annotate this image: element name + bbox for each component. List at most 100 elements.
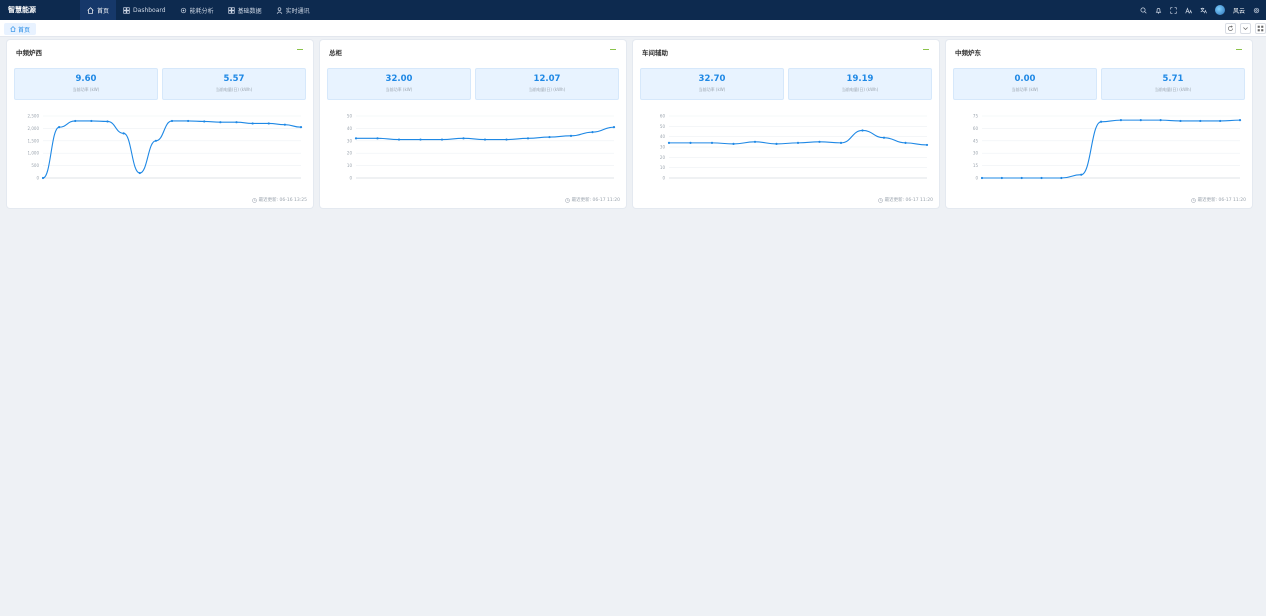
- energy-label: 当前电量(日) (kWh): [528, 87, 566, 92]
- series-line: [982, 119, 1241, 179]
- language-icon[interactable]: [1200, 7, 1207, 14]
- data-point: [710, 141, 714, 144]
- y-tick-label: 500: [31, 163, 39, 168]
- data-point: [1000, 176, 1003, 180]
- power-label: 当前功率 (kW): [72, 87, 100, 92]
- power-stat: 32.70 当前功率 (kW): [640, 68, 784, 100]
- username[interactable]: 风云: [1232, 7, 1245, 15]
- y-tick-label: 2,500: [28, 114, 40, 119]
- nav-label: 基础数据: [237, 7, 262, 15]
- user-avatar[interactable]: [1214, 5, 1225, 15]
- y-tick-label: 1,000: [28, 151, 40, 156]
- data-point: [187, 119, 190, 123]
- data-point: [219, 121, 222, 124]
- tab-home[interactable]: 首页: [4, 23, 37, 35]
- y-tick-label: 75: [973, 114, 979, 119]
- nav-item-energy-analysis[interactable]: 能耗分析: [173, 0, 221, 20]
- font-size-icon[interactable]: [1185, 6, 1192, 14]
- collapse-button[interactable]: [610, 49, 616, 50]
- nav-label: Dashboard: [133, 6, 166, 14]
- data-point: [354, 137, 358, 140]
- collapse-button[interactable]: [1236, 49, 1242, 50]
- power-value: 0.00: [1014, 74, 1036, 84]
- power-line-chart: 60 50 40 30 20 10 0: [660, 114, 929, 181]
- tabs-menu-button[interactable]: [1255, 23, 1266, 34]
- y-tick-label: 50: [347, 114, 353, 119]
- bell-icon[interactable]: [1155, 7, 1162, 14]
- data-point: [1099, 120, 1103, 123]
- series-line: [356, 126, 615, 141]
- fullscreen-icon[interactable]: [1170, 6, 1177, 14]
- y-tick-label: 30: [660, 145, 666, 150]
- data-point: [839, 141, 843, 144]
- data-point: [1080, 173, 1083, 176]
- data-point: [122, 132, 125, 135]
- settings-icon[interactable]: [1253, 7, 1260, 14]
- clock-icon: [877, 197, 883, 203]
- tabs-dropdown-button[interactable]: [1240, 23, 1251, 34]
- nav-item-home[interactable]: 首页: [80, 0, 117, 20]
- data-point: [267, 122, 270, 125]
- search-icon[interactable]: [1140, 7, 1147, 14]
- nav-item-realtime[interactable]: 实时通讯: [269, 0, 317, 20]
- energy-label: 当前电量(日) (kWh): [215, 87, 253, 92]
- data-point: [299, 126, 303, 129]
- y-tick-label: 0: [975, 176, 978, 181]
- data-point: [440, 138, 444, 141]
- person-icon: [276, 6, 282, 14]
- y-tick-label: 0: [36, 176, 39, 181]
- y-tick-label: 0: [662, 176, 665, 181]
- data-point: [74, 119, 77, 123]
- y-tick-label: 60: [660, 114, 666, 119]
- data-point: [1119, 119, 1123, 122]
- data-point: [462, 137, 465, 140]
- power-line-chart: 75 60 45 30 15 0: [973, 114, 1242, 181]
- data-point: [980, 176, 984, 180]
- home-icon: [10, 26, 16, 32]
- power-value: 9.60: [75, 74, 97, 84]
- energy-label: 当前电量(日) (kWh): [841, 87, 879, 92]
- energy-stat: 5.71 当前电量(日) (kWh): [1101, 68, 1245, 100]
- power-value: 32.00: [385, 74, 413, 84]
- clock-icon: [564, 197, 570, 203]
- data-point: [376, 137, 379, 140]
- data-point: [1060, 176, 1063, 180]
- nav-label: 能耗分析: [189, 7, 214, 15]
- app-logo[interactable]: 智慧能源: [8, 6, 36, 14]
- series-line: [42, 120, 302, 179]
- data-point: [283, 123, 286, 126]
- clock-icon: [1190, 197, 1196, 203]
- last-update: 最近更新: 06-17 11:20: [564, 197, 620, 203]
- nav-item-base-data[interactable]: 基础数据: [221, 0, 269, 20]
- data-point: [882, 136, 886, 139]
- chevron-down-icon: [1243, 27, 1248, 31]
- y-tick-label: 2,000: [28, 126, 40, 131]
- collapse-button[interactable]: [297, 49, 303, 50]
- data-point: [170, 119, 174, 123]
- y-tick-label: 45: [973, 138, 979, 143]
- main-nav: 首页 Dashboard 能耗分析 基础数据 实时通讯: [80, 0, 317, 20]
- data-point: [732, 142, 735, 145]
- data-point: [904, 141, 907, 144]
- y-tick-label: 0: [349, 176, 352, 181]
- y-tick-label: 30: [347, 138, 353, 143]
- last-update-text: 最近更新: 06-16 13:25: [258, 198, 307, 203]
- data-point: [505, 138, 508, 141]
- nav-item-dashboard[interactable]: Dashboard: [116, 0, 173, 20]
- energy-stat: 12.07 当前电量(日) (kWh): [475, 68, 619, 100]
- y-tick-label: 50: [660, 124, 666, 129]
- collapse-button[interactable]: [923, 49, 929, 50]
- tab-strip: 首页: [0, 20, 1266, 37]
- y-tick-label: 20: [347, 151, 353, 156]
- refresh-button[interactable]: [1225, 23, 1236, 34]
- data-point: [667, 141, 671, 144]
- card-title: 中频炉西: [16, 49, 42, 57]
- gear-icon: [180, 7, 186, 13]
- last-update-text: 最近更新: 06-17 11:20: [571, 198, 620, 203]
- data-point: [251, 122, 254, 125]
- nav-label: 首页: [97, 7, 110, 15]
- top-right-toolbar: 风云: [1140, 0, 1260, 20]
- grid-icon: [1257, 25, 1264, 32]
- data-point: [925, 143, 929, 147]
- top-navbar: 智慧能源 首页 Dashboard 能耗分析 基础数据 实时通讯 风云: [0, 0, 1266, 20]
